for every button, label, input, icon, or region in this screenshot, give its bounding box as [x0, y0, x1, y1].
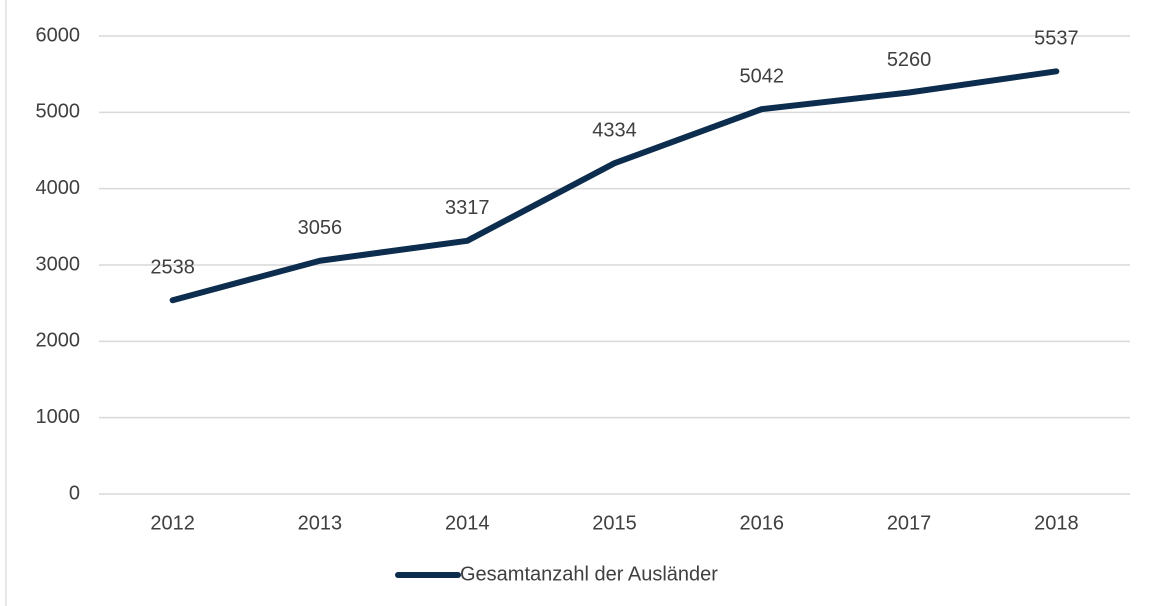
data-label: 5537 — [1034, 28, 1079, 50]
x-tick-label: 2015 — [592, 512, 637, 534]
x-tick-label: 2017 — [887, 512, 932, 534]
y-tick-label: 6000 — [36, 24, 81, 46]
data-label: 4334 — [592, 119, 637, 141]
y-tick-label: 0 — [69, 482, 80, 504]
data-label: 5260 — [887, 49, 932, 71]
data-label: 5042 — [740, 65, 785, 87]
y-tick-label: 3000 — [36, 253, 81, 275]
data-label: 2538 — [150, 257, 195, 279]
x-tick-label: 2018 — [1034, 512, 1079, 534]
y-tick-label: 4000 — [36, 177, 81, 199]
y-tick-label: 1000 — [36, 406, 81, 428]
data-label: 3056 — [298, 217, 343, 239]
legend-label: Gesamtanzahl der Ausländer — [460, 563, 718, 585]
y-tick-label: 5000 — [36, 101, 81, 123]
y-tick-label: 2000 — [36, 330, 81, 352]
data-label: 3317 — [445, 197, 490, 219]
x-tick-label: 2014 — [445, 512, 490, 534]
x-tick-label: 2013 — [298, 512, 343, 534]
series-line — [169, 68, 1060, 304]
x-tick-label: 2016 — [740, 512, 785, 534]
x-tick-label: 2012 — [150, 512, 195, 534]
